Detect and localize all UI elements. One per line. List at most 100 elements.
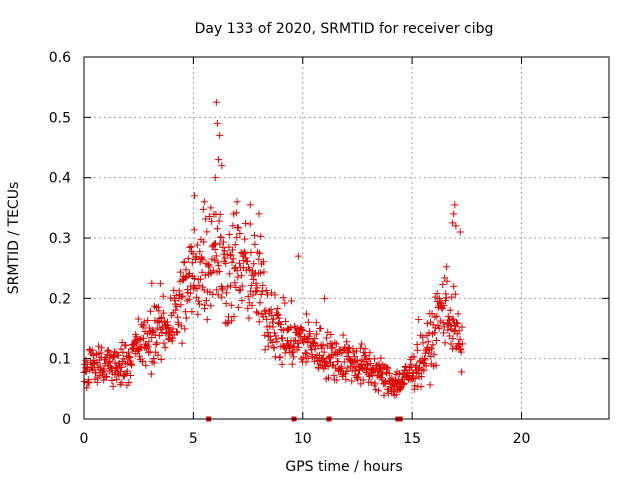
data-point: [359, 376, 367, 384]
data-point: [428, 345, 436, 353]
data-point: [308, 353, 316, 361]
data-point: [432, 337, 440, 345]
data-point: [159, 292, 167, 300]
data-point: [254, 309, 262, 317]
data-point: [214, 291, 222, 299]
data-point: [206, 212, 214, 220]
data-point: [314, 342, 322, 350]
data-point: [126, 372, 134, 380]
data-point: [233, 233, 241, 241]
y-tick-label: 0.1: [49, 352, 71, 368]
data-point: [448, 293, 456, 301]
data-point: [358, 340, 366, 348]
data-point: [202, 296, 210, 304]
data-point: [240, 248, 248, 256]
data-point: [229, 255, 237, 263]
data-point: [158, 314, 166, 322]
data-point: [250, 231, 258, 239]
data-point: [188, 308, 196, 316]
data-point: [104, 347, 112, 355]
data-point: [430, 329, 438, 337]
data-point: [278, 360, 286, 368]
data-point: [333, 376, 341, 384]
data-point: [455, 327, 463, 335]
data-point: [378, 370, 386, 378]
data-point: [441, 339, 449, 347]
data-point: [302, 358, 310, 366]
data-point: [118, 379, 126, 387]
data-point: [392, 371, 400, 379]
data-point: [247, 287, 255, 295]
x-tick-label: 5: [189, 431, 198, 447]
data-point: [217, 233, 225, 241]
data-point: [284, 336, 292, 344]
data-point: [198, 268, 206, 276]
data-point: [203, 316, 211, 324]
data-point: [417, 382, 425, 390]
data-point: [153, 324, 161, 332]
data-point: [193, 293, 201, 301]
data-point: [113, 375, 121, 383]
data-point: [151, 331, 159, 339]
data-point: [267, 289, 275, 297]
data-point: [236, 230, 244, 238]
data-point: [282, 317, 290, 325]
data-point: [371, 355, 379, 363]
data-point: [425, 349, 433, 357]
data-point: [122, 341, 130, 349]
data-point: [211, 246, 219, 254]
data-point: [348, 366, 356, 374]
data-point: [252, 308, 260, 316]
data-point: [243, 257, 251, 265]
data-point: [102, 354, 110, 362]
data-point: [184, 255, 192, 263]
data-point: [147, 370, 155, 378]
data-point: [241, 249, 249, 257]
data-point: [117, 368, 125, 376]
data-point: [454, 310, 462, 318]
data-point: [260, 258, 268, 266]
data-point: [139, 358, 147, 366]
x-tick-label: 15: [403, 431, 421, 447]
data-point: [288, 360, 296, 368]
data-point: [319, 354, 327, 362]
x-tick-label: 0: [80, 431, 89, 447]
data-point: [200, 286, 208, 294]
data-point: [410, 353, 418, 361]
data-point: [273, 338, 281, 346]
data-point: [229, 222, 237, 230]
data-point: [400, 379, 408, 387]
data-point: [449, 315, 457, 323]
data-point: [201, 271, 209, 279]
data-point: [392, 391, 400, 399]
data-point: [269, 315, 277, 323]
data-point: [340, 346, 348, 354]
data-point: [297, 332, 305, 340]
data-point: [433, 290, 441, 298]
data-point: [270, 344, 278, 352]
data-point: [103, 373, 111, 381]
data-point: [85, 379, 93, 387]
data-point: [116, 380, 124, 388]
data-point: [315, 364, 323, 372]
data-point: [234, 303, 242, 311]
data-point: [236, 286, 244, 294]
data-point: [121, 371, 129, 379]
data-point: [199, 256, 207, 264]
data-point: [268, 339, 276, 347]
data-point: [209, 290, 217, 298]
data-point: [233, 267, 241, 275]
data-point: [169, 325, 177, 333]
data-point: [223, 319, 231, 327]
data-point: [247, 248, 255, 256]
data-point: [304, 318, 312, 326]
data-point: [263, 315, 271, 323]
data-point: [233, 198, 241, 206]
chart-title: Day 133 of 2020, SRMTID for receiver cib…: [195, 21, 494, 37]
data-point: [200, 198, 208, 206]
data-point: [227, 251, 235, 259]
data-point: [288, 297, 296, 305]
data-point: [199, 283, 207, 291]
data-point: [345, 349, 353, 357]
y-axis-label: SRMTID / TECUs: [6, 182, 22, 295]
